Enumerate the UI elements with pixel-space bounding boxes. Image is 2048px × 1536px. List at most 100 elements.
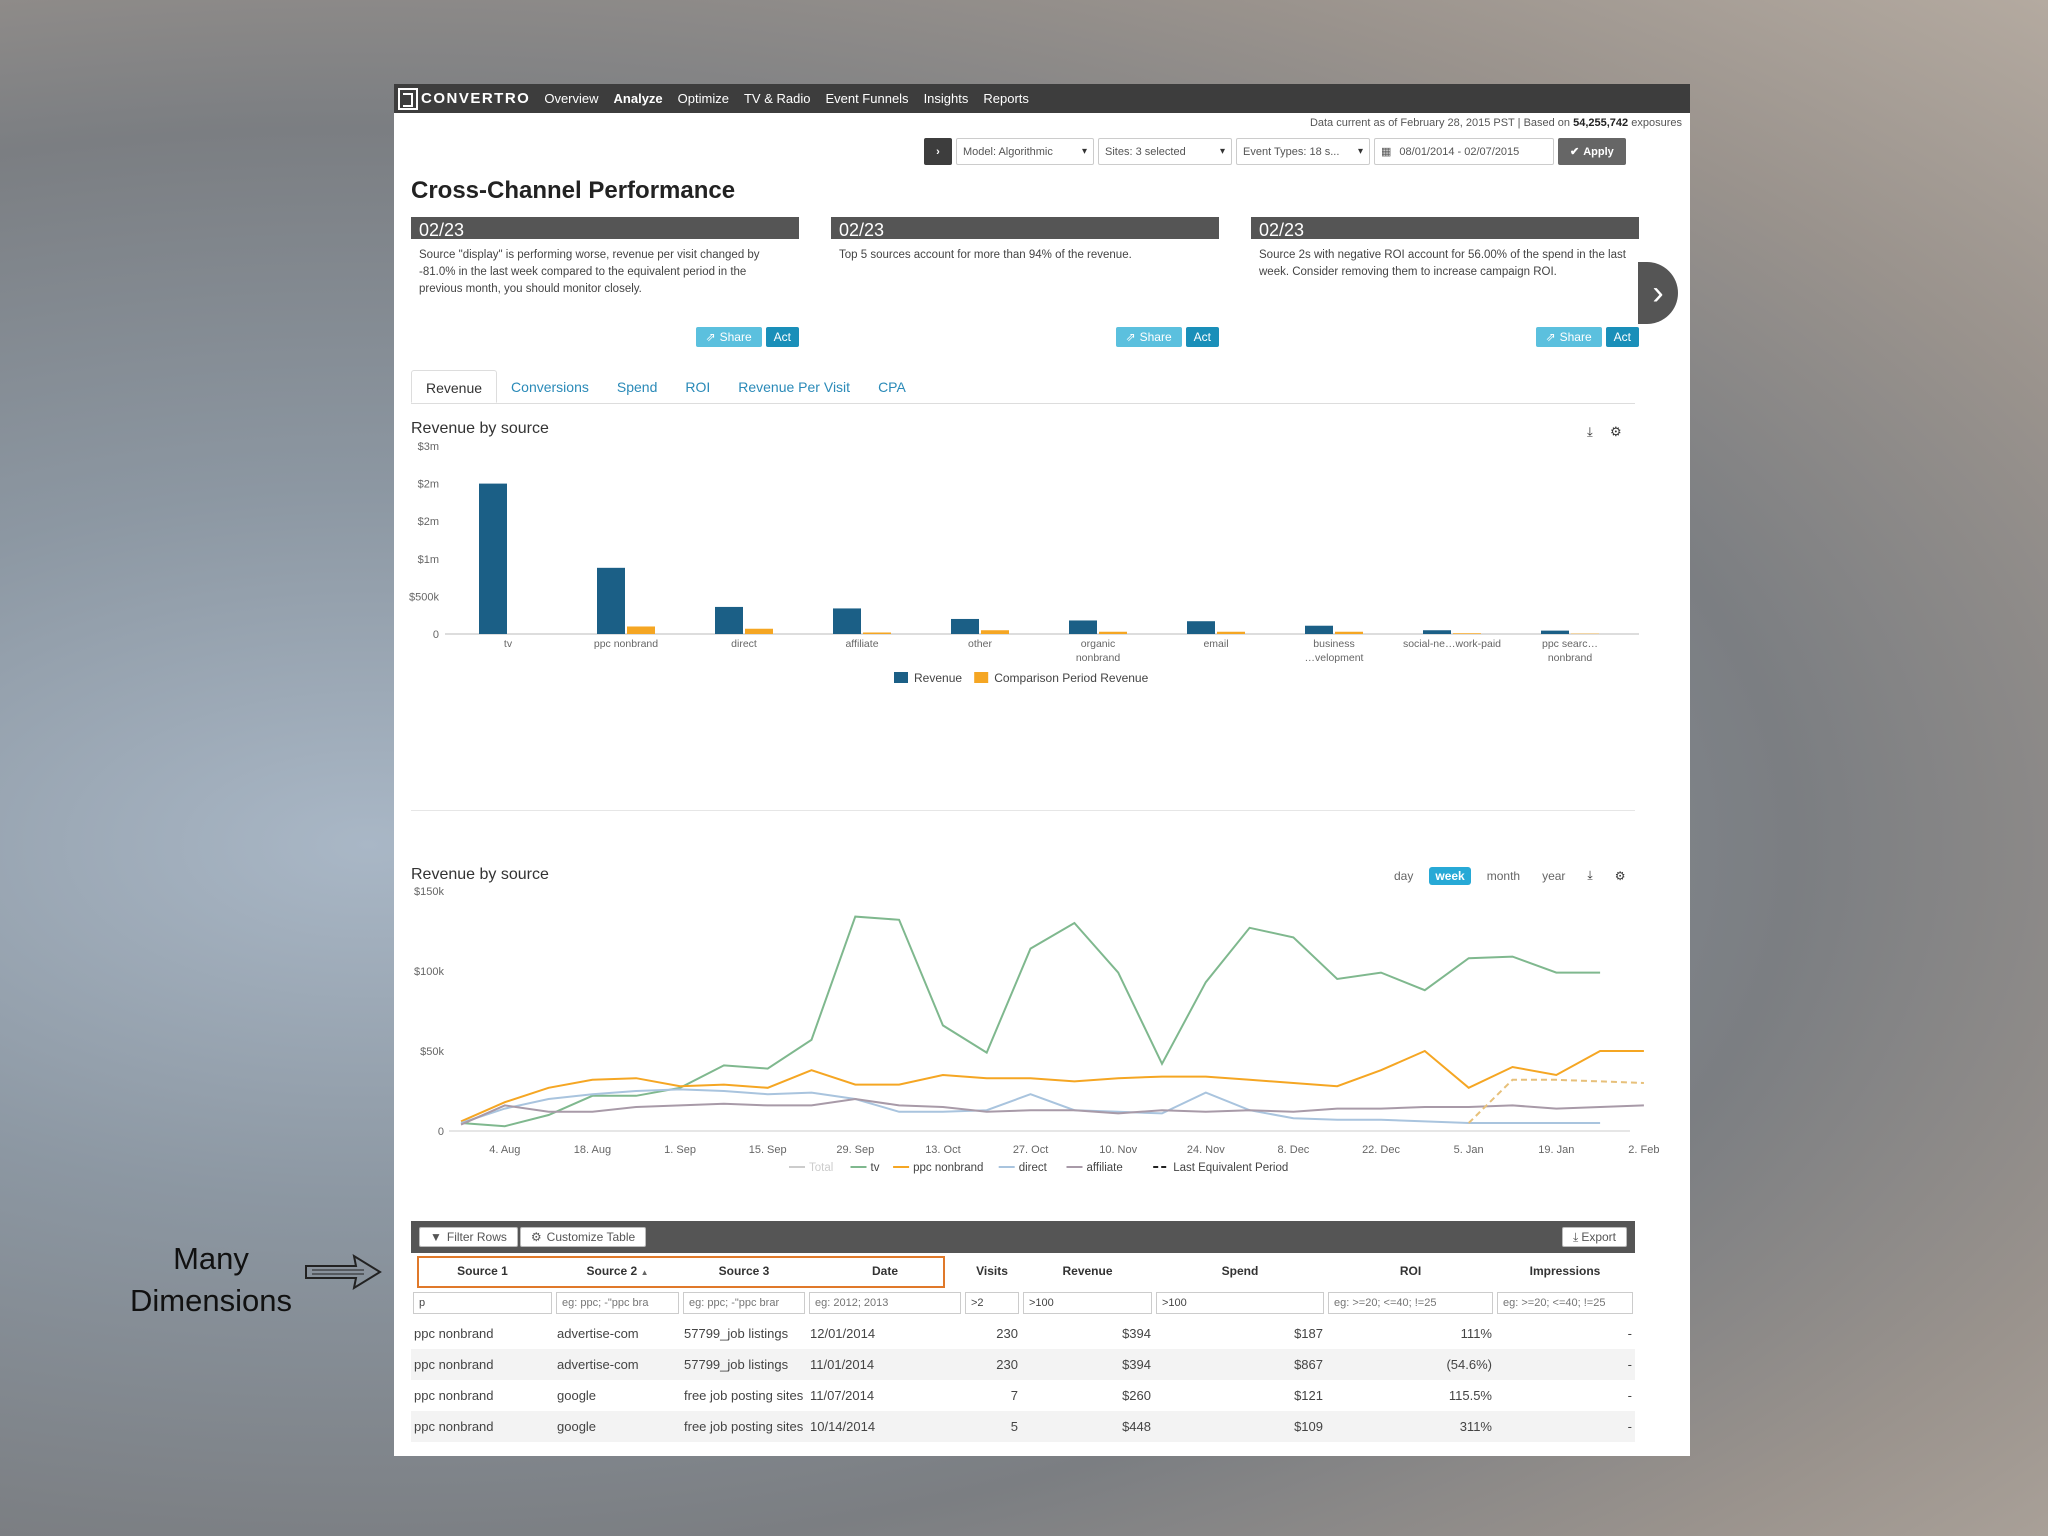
col-source-2[interactable]: Source 2 ▲ [554,1254,681,1287]
logo[interactable]: CONVERTRO [398,87,530,110]
bar-revenue [715,606,743,634]
share-label: Share [719,330,752,344]
col-source-1[interactable]: Source 1 [457,1263,508,1278]
bar-chart-title: Revenue by source [411,420,549,437]
filter-impressions-input[interactable] [1497,1291,1633,1314]
page-title: Cross-Channel Performance [411,177,736,204]
gear-icon[interactable]: ⚙ [1610,424,1622,439]
x-tick-label: social-ne…work-paid [1403,638,1501,650]
filter-visits-input[interactable] [965,1291,1019,1314]
col-revenue[interactable]: Revenue [1062,1263,1113,1278]
insight-date: 02/23 [831,217,1219,239]
model-select[interactable]: Model: Algorithmic ▾ [956,138,1094,165]
granularity-day[interactable]: day [1394,868,1414,883]
act-button[interactable]: Act [1185,327,1219,347]
filter-revenue-input[interactable] [1023,1291,1152,1314]
x-tick-label: nonbrand [1076,652,1121,664]
apply-button[interactable]: ✔ Apply [1558,138,1626,165]
x-tick-label: organic [1081,638,1115,650]
gear-icon[interactable]: ⚙ [1614,868,1626,883]
nav-optimize[interactable]: Optimize [677,91,729,106]
event-types-select[interactable]: Event Types: 18 s... ▾ [1236,138,1370,165]
granularity-year[interactable]: year [1542,868,1566,883]
legend-label: tv [871,1162,880,1174]
filter-cell [1154,1287,1326,1318]
table-toolbar: ▼ Filter Rows ⚙ Customize Table ⤓ Export [411,1221,1635,1253]
col-roi[interactable]: ROI [1399,1263,1422,1278]
cell-spend: $187 [1294,1326,1323,1341]
tab-conversions[interactable]: Conversions [511,379,589,395]
filter-bar: › Model: Algorithmic ▾ Sites: 3 selected ▾… [924,138,1626,165]
nav-overview[interactable]: Overview [544,91,599,106]
tab-cpa[interactable]: CPA [878,379,906,395]
next-insights-button[interactable]: › [1638,262,1678,324]
share-button[interactable]: ⇗ Share [1115,327,1182,347]
granularity-month[interactable]: month [1486,868,1521,883]
share-label: Share [1139,330,1172,344]
x-tick-label: ppc searc… [1542,638,1598,650]
cell-revenue: $448 [1021,1411,1154,1442]
granularity-week[interactable]: week [1429,866,1471,885]
share-label: Share [1559,330,1592,344]
legend-label: Revenue [914,671,962,685]
nav-event-funnels[interactable]: Event Funnels [825,91,909,106]
bar-comparison [981,630,1009,634]
download-icon: ⤓ [1573,1229,1579,1244]
customize-table-button[interactable]: ⚙ Customize Table [519,1227,647,1247]
filter-rows-button[interactable]: ▼ Filter Rows [419,1227,518,1247]
insight-card: 02/23 Source "display" is performing wor… [411,217,799,350]
x-tick-label: tv [504,638,513,650]
act-button[interactable]: Act [765,327,799,347]
insight-text: Source "display" is performing worse, re… [419,249,760,295]
chevron-down-icon: ▾ [1081,146,1087,157]
nav-insights[interactable]: Insights [923,91,969,106]
series-line-tv [460,915,1601,1128]
tab-spend[interactable]: Spend [616,379,658,395]
tab-roi[interactable]: ROI [685,379,711,395]
date-range-picker[interactable]: ▦ 08/01/2014 - 02/07/2015 [1374,138,1554,165]
filter-source-3-input[interactable] [683,1291,805,1314]
callout-line-1: Many [173,1241,249,1276]
col-date[interactable]: Date [871,1263,898,1278]
export-button[interactable]: ⤓ Export [1562,1227,1627,1247]
gear-icon: ⚙ [530,1230,542,1244]
table-row[interactable]: ppc nonbrand advertise-com 57799_job lis… [411,1318,1635,1349]
tab-revenue[interactable]: Revenue [411,370,498,403]
col-visits[interactable]: Visits [976,1263,1008,1278]
y-tick-label: $150k [414,886,444,898]
y-tick-label: $1m [418,554,439,566]
table-row[interactable]: ppc nonbrand advertise-com 57799_job lis… [411,1349,1635,1380]
x-tick-label: email [1203,638,1228,650]
filter-source-1-input[interactable] [413,1291,552,1314]
logo-mark-icon [398,87,418,110]
nav-reports[interactable]: Reports [983,91,1029,106]
expand-filters-button[interactable]: › [924,138,952,165]
tab-revenue-per-visit[interactable]: Revenue Per Visit [738,379,851,395]
bar-comparison [745,628,773,634]
bar-comparison [1453,633,1481,634]
act-button[interactable]: Act [1605,327,1639,347]
filter-source-2-input[interactable] [556,1291,679,1314]
nav-analyze[interactable]: Analyze [613,91,663,106]
table-row[interactable]: ppc nonbrand google free job posting sit… [411,1380,1635,1411]
col-source-3[interactable]: Source 3 [718,1263,770,1278]
share-button[interactable]: ⇗ Share [695,327,762,347]
x-tick-label: ppc nonbrand [594,638,658,650]
table-row[interactable]: ppc nonbrand google free job posting sit… [411,1411,1635,1442]
bar-revenue [1187,621,1215,634]
cell-source-2: google [557,1388,597,1403]
sites-select[interactable]: Sites: 3 selected ▾ [1098,138,1232,165]
col-spend[interactable]: Spend [1221,1263,1259,1278]
download-icon[interactable]: ⤓ [1587,868,1593,882]
filter-roi-input[interactable] [1328,1291,1493,1314]
share-button[interactable]: ⇗ Share [1535,327,1602,347]
filter-cell [1021,1287,1154,1318]
export-label: Export [1581,1230,1616,1244]
col-impressions[interactable]: Impressions [1529,1263,1601,1278]
filter-spend-input[interactable] [1156,1291,1324,1314]
filter-date-input[interactable] [809,1291,961,1314]
download-icon[interactable]: ⤓ [1587,424,1593,439]
cell-source-3: free job posting sites [684,1388,804,1403]
nav-tv-radio[interactable]: TV & Radio [743,91,811,106]
top-nav: CONVERTRO Overview Analyze Optimize TV &… [394,84,1690,113]
